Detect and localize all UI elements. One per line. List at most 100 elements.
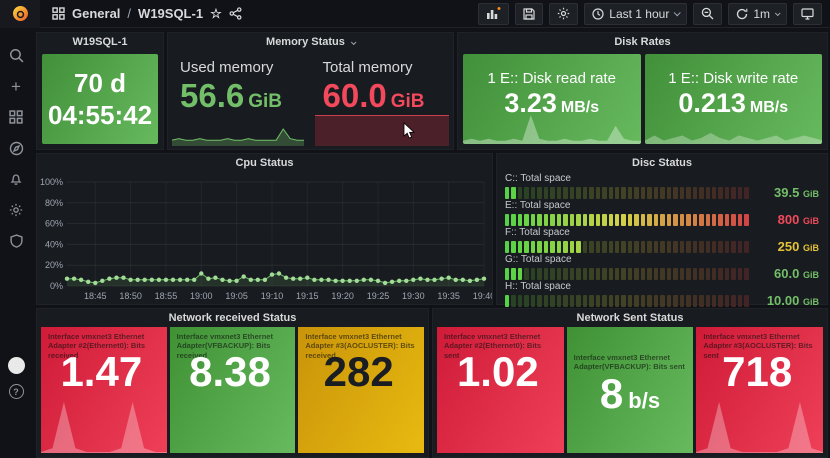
gauge-cell <box>724 267 730 280</box>
gauge-cell <box>647 267 652 280</box>
gauge-cell <box>712 213 717 226</box>
svg-text:18:55: 18:55 <box>155 291 178 301</box>
panel-disk-rates: Disk Rates 1 E:: Disk read rate 3.23 MB/s… <box>457 32 828 150</box>
gauge-cell <box>699 186 704 199</box>
gauge-cell <box>666 267 672 280</box>
stat-label: Interface vmxnet3 Ethernet Adapter #3(AO… <box>305 332 415 360</box>
svg-text:80%: 80% <box>45 198 63 208</box>
svg-text:18:50: 18:50 <box>119 291 142 301</box>
grafana-logo[interactable] <box>0 0 40 28</box>
gauge-cell <box>699 213 704 226</box>
gauge-cell <box>550 240 555 253</box>
cpu-line-chart[interactable]: 0% 20% 40% 60% 80% 100% 18:45 18:50 18:55 19:00 19… <box>37 172 492 304</box>
gauge-cell <box>731 267 736 280</box>
net-recv-stat-tile-vfbackup: Interface vmxnet3 Ethernet Adapter(VFBAC… <box>169 327 296 453</box>
used-memory-value: 56.6 GiB <box>180 77 283 114</box>
add-panel-button[interactable] <box>478 2 510 25</box>
gauge-value: 39.5 GiB <box>774 185 819 200</box>
configuration-gear-icon[interactable] <box>7 201 25 219</box>
sparkline <box>696 402 824 453</box>
dashboards-grid-icon <box>52 7 65 20</box>
stat-label: Interface vmxnet3 Ethernet Adapter #2(Et… <box>48 332 146 360</box>
gauge-label: G:: Total space <box>505 254 572 265</box>
share-icon[interactable] <box>229 7 242 20</box>
gauge-cell <box>511 213 516 226</box>
gauge-cell <box>705 186 710 199</box>
gauge-cell <box>576 213 581 226</box>
panel-title-cpu[interactable]: Cpu Status <box>235 157 294 169</box>
gauge-cell <box>589 213 594 226</box>
gauge-cell <box>582 294 588 307</box>
gauge-cell <box>511 186 516 199</box>
svg-text:19:00: 19:00 <box>190 291 213 301</box>
refresh-picker[interactable]: 1m <box>728 2 787 25</box>
breadcrumb-dashboard-title[interactable]: W19SQL-1 <box>138 6 204 21</box>
disk-read-stat-tile: 1 E:: Disk read rate 3.23 MB/s <box>463 54 641 144</box>
sparkline <box>41 402 167 453</box>
gauge-cell <box>666 240 672 253</box>
breadcrumb-folder[interactable]: General <box>72 6 121 21</box>
time-range-picker[interactable]: Last 1 hour <box>584 2 688 25</box>
gauge-cell <box>640 294 646 307</box>
panel-title-net-sent[interactable]: Network Sent Status <box>576 312 684 324</box>
gauge-cell <box>602 240 607 253</box>
gauge-cell <box>647 294 652 307</box>
gauge-cell <box>511 294 516 307</box>
gauge-cell <box>653 267 659 280</box>
explore-compass-icon[interactable] <box>7 139 25 157</box>
net-sent-stat-tile-vfbackup: Interface vmxnet3 Ethernet Adapter(VFBAC… <box>566 327 694 453</box>
panel-title-disk-rates[interactable]: Disk Rates <box>614 36 671 48</box>
zoom-out-time-button[interactable] <box>693 2 723 25</box>
panel-title-disc[interactable]: Disc Status <box>632 157 692 169</box>
user-avatar[interactable] <box>7 357 25 374</box>
gauge-cell <box>686 213 691 226</box>
gauge-label: F:: Total space <box>505 227 570 238</box>
disk-write-value: 0.213 MB/s <box>678 87 789 118</box>
stat-label: Interface vmxnet3 Ethernet Adapter(VFBAC… <box>176 332 273 360</box>
total-memory-sparkline <box>314 115 449 146</box>
create-plus-icon[interactable]: + <box>11 76 21 96</box>
panel-title-memory[interactable]: Memory Status <box>168 33 453 51</box>
gauge-value: 10.00 GiB <box>766 293 819 308</box>
svg-text:19:05: 19:05 <box>225 291 248 301</box>
favorite-star-icon[interactable]: ☆ <box>210 5 222 21</box>
gauge-cell <box>550 267 555 280</box>
dashboard-settings-button[interactable] <box>549 2 579 25</box>
cycle-view-mode-button[interactable] <box>793 2 822 25</box>
gauge-cell <box>737 240 743 253</box>
gauge-cell <box>634 213 639 226</box>
time-range-label: Last 1 hour <box>609 6 670 21</box>
dashboards-icon[interactable] <box>7 108 25 126</box>
panel-network-received: Network received Status Interface vmxnet… <box>36 308 429 458</box>
gauge-cell <box>737 213 743 226</box>
gauge-cell <box>724 186 730 199</box>
help-icon[interactable]: ? <box>8 384 24 399</box>
search-icon[interactable] <box>7 46 25 64</box>
used-memory-label: Used memory <box>180 59 274 76</box>
gauge-cell <box>608 213 613 226</box>
gauge-label: C:: Total space <box>505 173 571 184</box>
gauge-cell <box>673 267 678 280</box>
gauge-cell <box>660 267 665 280</box>
save-dashboard-button[interactable] <box>515 2 544 25</box>
gauge-cell <box>576 267 581 280</box>
gauge-cell <box>621 240 626 253</box>
gauge-cell <box>627 213 633 226</box>
gauge-cell <box>679 267 685 280</box>
panel-title-net-received[interactable]: Network received Status <box>168 312 297 324</box>
gauge-cell <box>718 186 723 199</box>
top-navbar: General / W19SQL-1 ☆ <box>0 0 830 28</box>
gauge-cell <box>537 213 542 226</box>
gauge-cell <box>582 240 588 253</box>
gauge-cell <box>634 240 639 253</box>
gauge-cell <box>550 213 555 226</box>
svg-text:19:35: 19:35 <box>437 291 460 301</box>
gauge-cell <box>505 213 510 226</box>
server-admin-shield-icon[interactable] <box>7 232 25 250</box>
gauge-label: E:: Total space <box>505 200 571 211</box>
gauge-cell <box>505 240 510 253</box>
alerting-bell-icon[interactable] <box>7 170 25 188</box>
panel-title-uptime[interactable]: W19SQL-1 <box>72 36 128 48</box>
gauge-row-c: C:: Total space 39.5 GiB <box>505 173 819 200</box>
